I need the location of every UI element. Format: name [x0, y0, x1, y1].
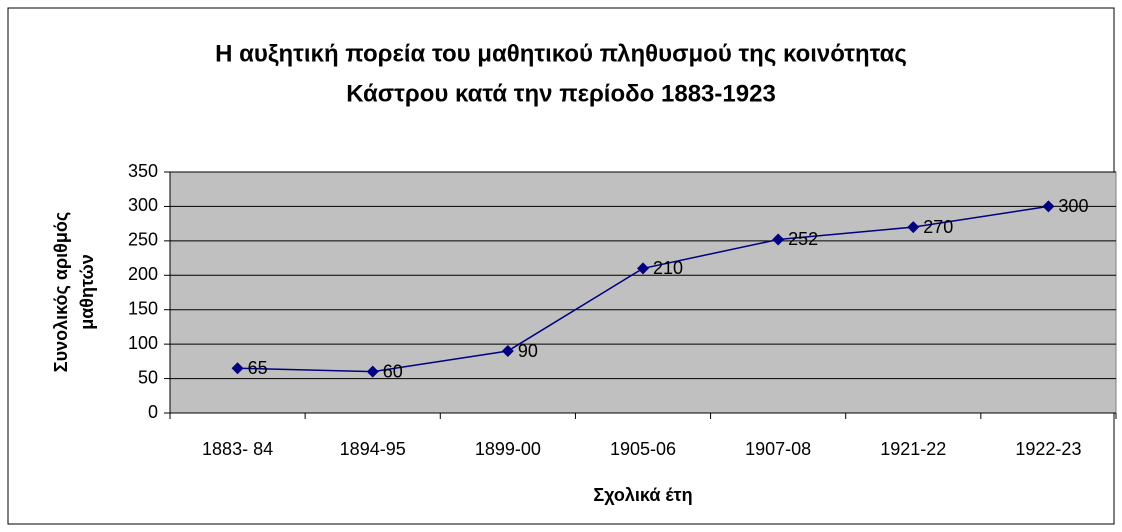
- y-tick-label: 300: [128, 195, 158, 215]
- y-tick-label: 0: [148, 402, 158, 422]
- data-label: 252: [788, 229, 818, 249]
- plot-area: [169, 171, 1117, 414]
- y-tick-label: 250: [128, 230, 158, 250]
- x-tick-label: 1921-22: [880, 439, 946, 459]
- x-axis-title: Σχολικά έτη: [593, 485, 692, 505]
- x-tick-label: 1907-08: [745, 439, 811, 459]
- data-label: 210: [653, 258, 683, 278]
- y-tick-label: 200: [128, 264, 158, 284]
- y-tick-label: 350: [128, 161, 158, 181]
- data-point: [501, 345, 514, 358]
- data-label: 60: [383, 361, 403, 381]
- y-tick-label: 50: [138, 367, 158, 387]
- data-label: 300: [1058, 196, 1088, 216]
- data-label: 270: [923, 217, 953, 237]
- data-point: [231, 362, 244, 375]
- x-tick-label: 1883- 84: [202, 439, 273, 459]
- y-tick-label: 100: [128, 333, 158, 353]
- data-point: [366, 365, 379, 378]
- data-label: 65: [248, 358, 268, 378]
- chart-title: Η αυξητική πορεία του μαθητικού πληθυσμο…: [215, 40, 907, 67]
- x-tick-label: 1894-95: [340, 439, 406, 459]
- y-axis-title: μαθητών: [77, 254, 97, 330]
- data-point: [907, 221, 920, 234]
- x-tick-label: 1899-00: [475, 439, 541, 459]
- x-tick-label: 1905-06: [610, 439, 676, 459]
- y-axis-title: Συνολικός αριθμός: [51, 212, 71, 372]
- x-tick-label: 1922-23: [1015, 439, 1081, 459]
- data-point: [637, 262, 649, 275]
- chart-title: Κάστρου κατά την περίοδο 1883-1923: [346, 80, 776, 107]
- data-point: [772, 233, 785, 246]
- data-label: 90: [518, 341, 538, 361]
- y-tick-label: 150: [128, 298, 158, 318]
- data-point: [1042, 200, 1055, 213]
